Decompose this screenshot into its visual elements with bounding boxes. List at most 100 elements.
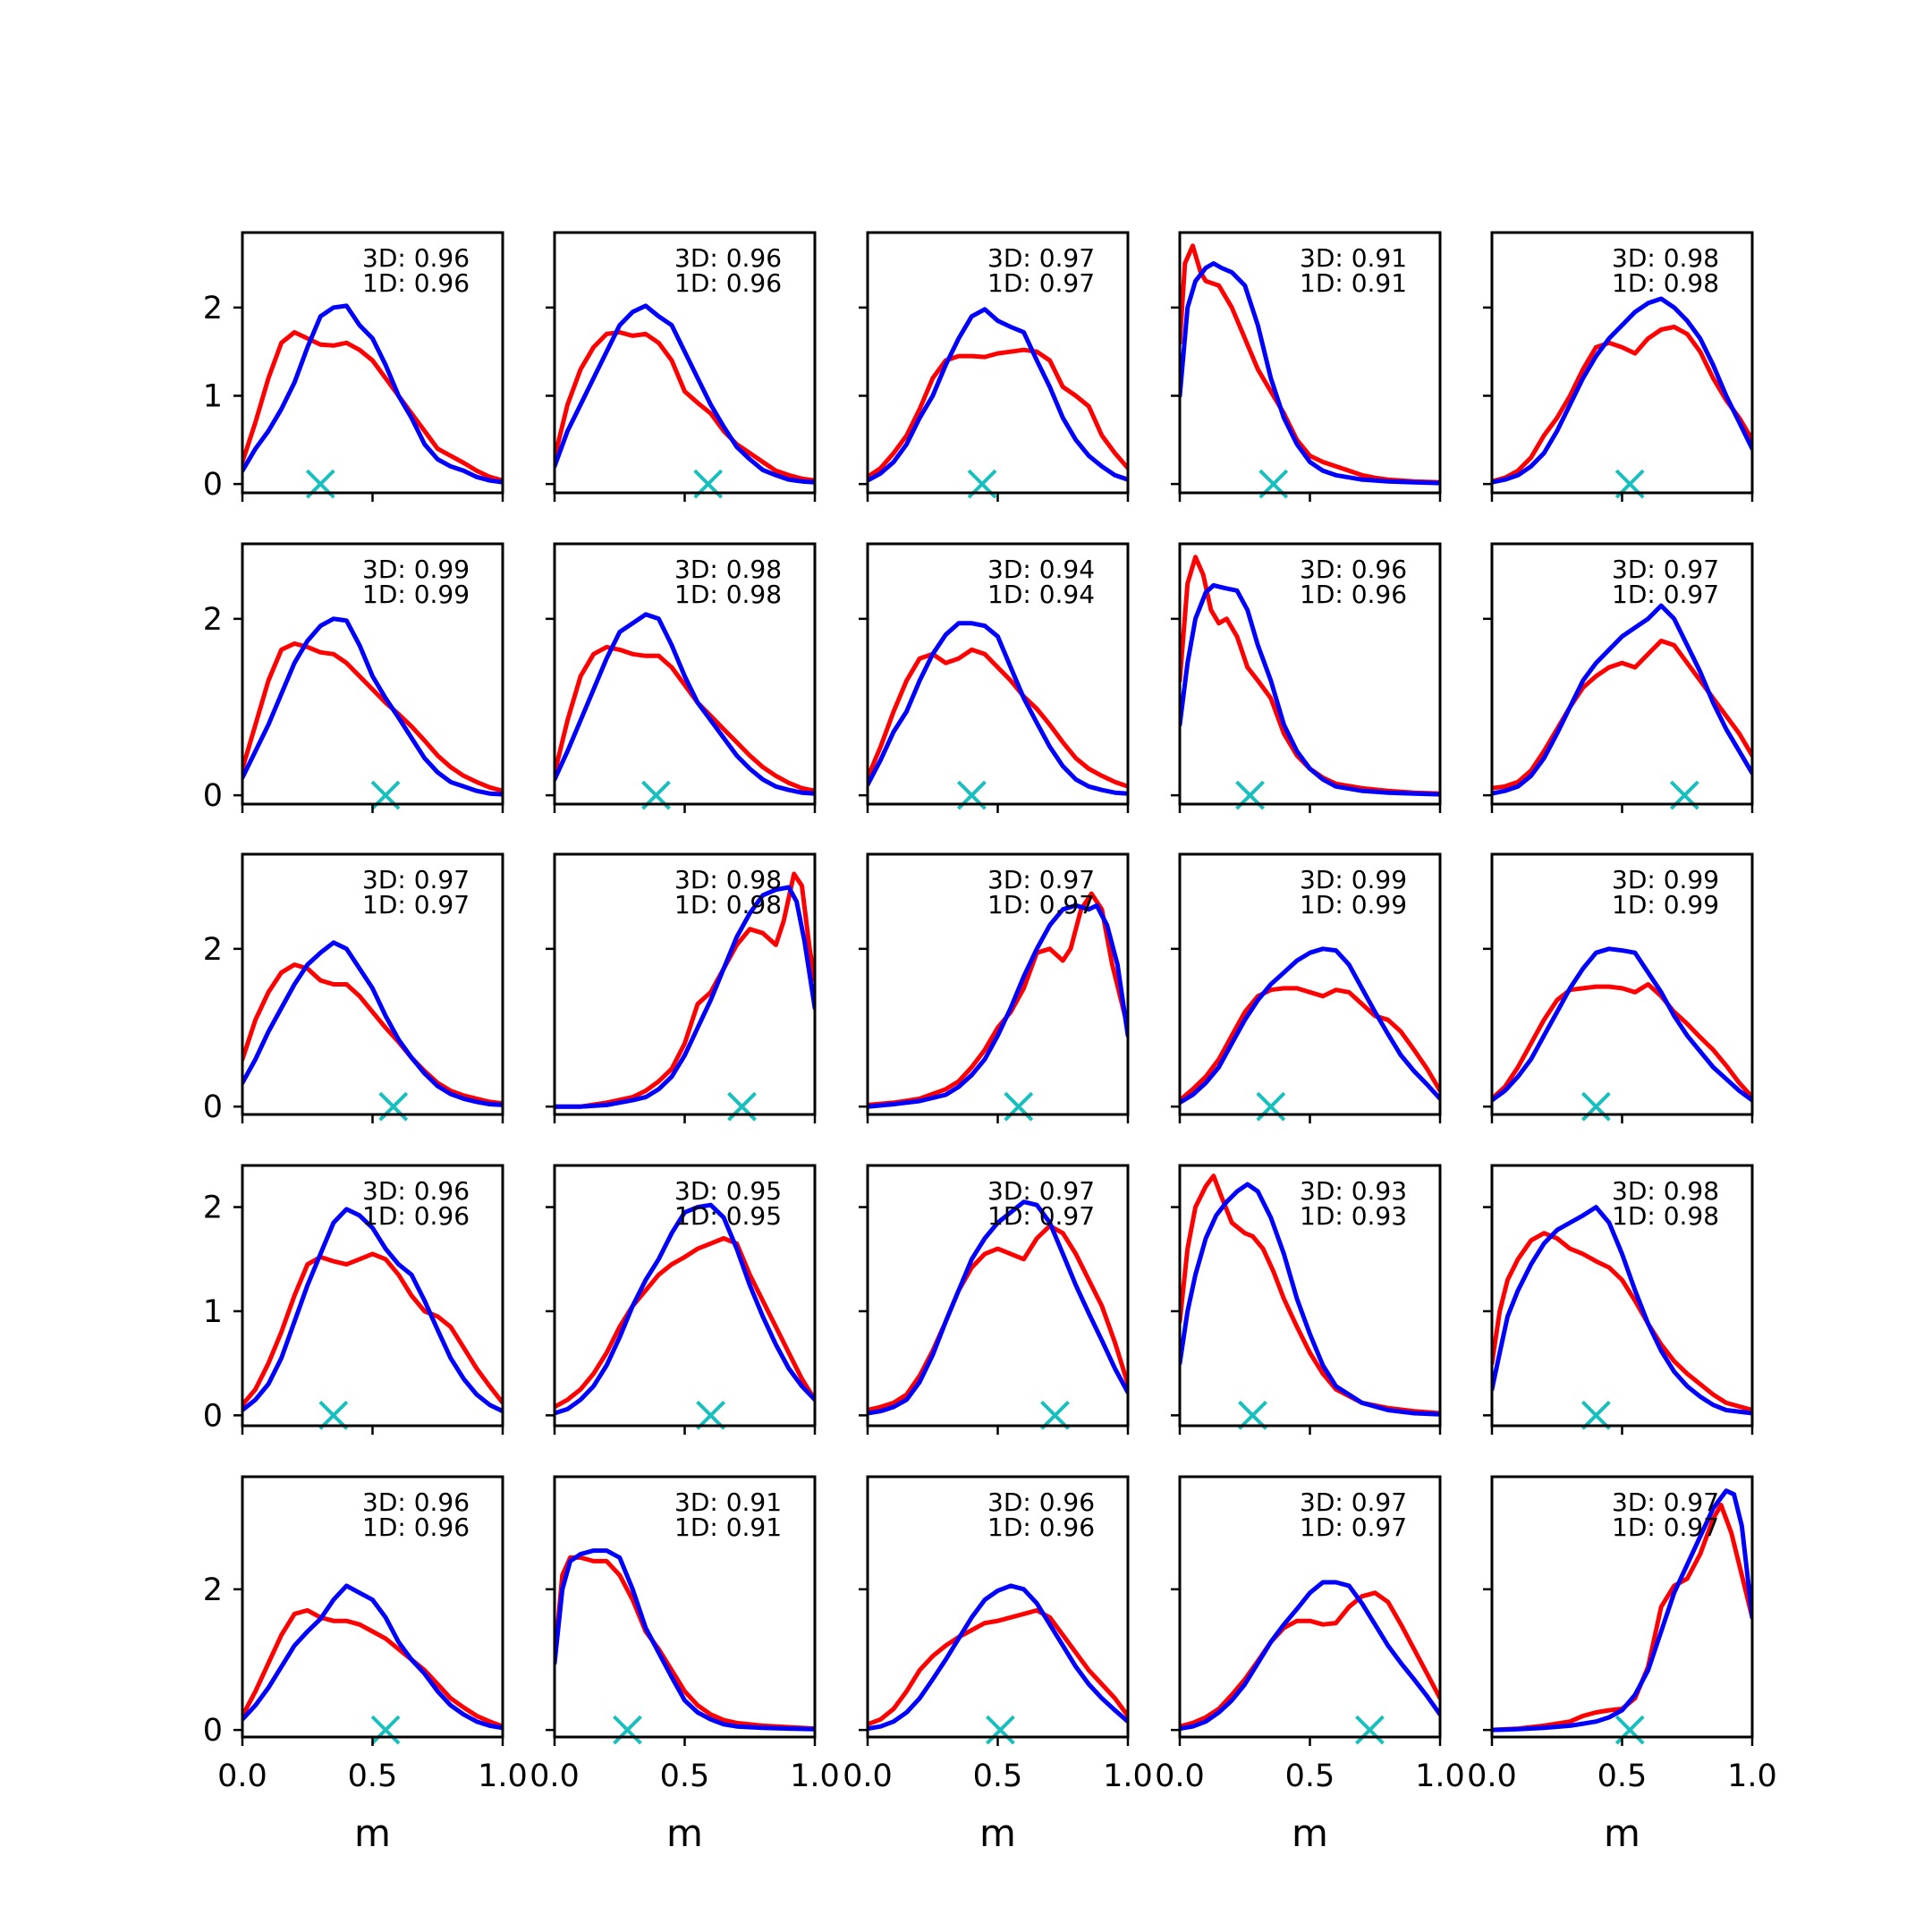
score-1d-label: 1D: 0.99 (1300, 890, 1407, 919)
y-tick-label: 0 (203, 778, 223, 814)
blue-density-curve (555, 303, 815, 485)
x-tick-label: 1.0 (1415, 1758, 1465, 1794)
score-3d-label: 3D: 0.94 (987, 555, 1095, 584)
x-marker (1004, 1091, 1034, 1122)
score-3d-label: 3D: 0.99 (1612, 865, 1719, 894)
score-3d-label: 3D: 0.97 (987, 865, 1095, 894)
score-3d-label: 3D: 0.97 (987, 243, 1095, 273)
y-tick-label: 1 (203, 378, 223, 414)
score-3d-label: 3D: 0.96 (987, 1487, 1095, 1517)
blue-density-curve (1180, 582, 1440, 797)
score-1d-label: 1D: 0.96 (362, 1201, 470, 1231)
blue-density-curve (1492, 1488, 1752, 1733)
x-marker (1580, 1091, 1611, 1122)
red-density-curve (1492, 325, 1752, 484)
red-density-curve (555, 1236, 815, 1410)
x-marker (1256, 1091, 1286, 1122)
score-3d-label: 3D: 0.98 (1612, 243, 1719, 273)
red-density-curve (1492, 639, 1752, 791)
score-3d-label: 3D: 0.91 (674, 1487, 782, 1517)
x-axis-label: m (979, 1811, 1016, 1855)
x-tick-label: 0.5 (660, 1758, 710, 1794)
score-1d-label: 1D: 0.99 (362, 580, 470, 609)
blue-density-curve (868, 1199, 1128, 1416)
blue-density-curve (242, 1583, 503, 1731)
score-3d-label: 3D: 0.97 (1612, 1487, 1719, 1517)
blue-density-curve (868, 1583, 1128, 1732)
x-tick-label: 0.5 (1285, 1758, 1335, 1794)
y-tick-label: 0 (203, 1089, 223, 1125)
score-1d-label: 1D: 0.96 (1300, 580, 1407, 609)
score-1d-label: 1D: 0.91 (674, 1513, 782, 1542)
x-axis-label: m (1292, 1811, 1328, 1855)
score-1d-label: 1D: 0.97 (1612, 580, 1719, 609)
red-density-curve (242, 330, 503, 483)
x-marker (1040, 1400, 1070, 1430)
x-marker (1580, 1400, 1611, 1430)
blue-density-curve (242, 940, 503, 1107)
score-1d-label: 1D: 0.94 (987, 580, 1095, 609)
score-3d-label: 3D: 0.96 (362, 1176, 470, 1206)
score-1d-label: 1D: 0.97 (987, 890, 1095, 919)
score-3d-label: 3D: 0.97 (362, 865, 470, 894)
x-marker (985, 1715, 1015, 1745)
red-density-curve (868, 1224, 1128, 1412)
score-3d-label: 3D: 0.91 (1300, 243, 1407, 273)
x-tick-label: 0.0 (1155, 1758, 1205, 1794)
y-tick-label: 0 (203, 467, 223, 503)
score-1d-label: 1D: 0.97 (987, 268, 1095, 298)
red-density-curve (1492, 1231, 1752, 1412)
red-density-curve (555, 644, 815, 793)
blue-density-curve (555, 885, 815, 1109)
x-marker (696, 1400, 726, 1430)
blue-density-curve (555, 1202, 815, 1416)
x-tick-label: 0.5 (1597, 1758, 1648, 1794)
blue-density-curve (242, 1207, 503, 1414)
x-marker (1355, 1715, 1385, 1745)
x-marker (613, 1715, 642, 1745)
red-density-curve (868, 647, 1128, 789)
y-tick-label: 2 (203, 1572, 223, 1608)
blue-density-curve (1492, 603, 1752, 796)
red-density-curve (555, 330, 815, 483)
blue-density-curve (1180, 1580, 1440, 1732)
score-3d-label: 3D: 0.98 (1612, 1176, 1719, 1206)
red-density-curve (242, 641, 503, 793)
red-density-curve (868, 1607, 1128, 1727)
score-1d-label: 1D: 0.99 (1612, 890, 1719, 919)
red-density-curve (242, 1607, 503, 1729)
score-1d-label: 1D: 0.93 (1300, 1201, 1407, 1231)
x-marker (727, 1091, 757, 1122)
x-axis-label: m (354, 1811, 391, 1855)
score-1d-label: 1D: 0.98 (674, 890, 782, 919)
blue-density-curve (555, 1548, 815, 1732)
blue-density-curve (1492, 296, 1752, 485)
x-tick-label: 1.0 (478, 1758, 528, 1794)
x-tick-label: 1.0 (1727, 1758, 1777, 1794)
blue-density-curve (242, 616, 503, 797)
red-density-curve (1180, 986, 1440, 1103)
score-1d-label: 1D: 0.96 (987, 1513, 1095, 1542)
x-marker (1614, 1715, 1645, 1745)
score-1d-label: 1D: 0.97 (1612, 1513, 1719, 1542)
blue-density-curve (868, 902, 1128, 1109)
